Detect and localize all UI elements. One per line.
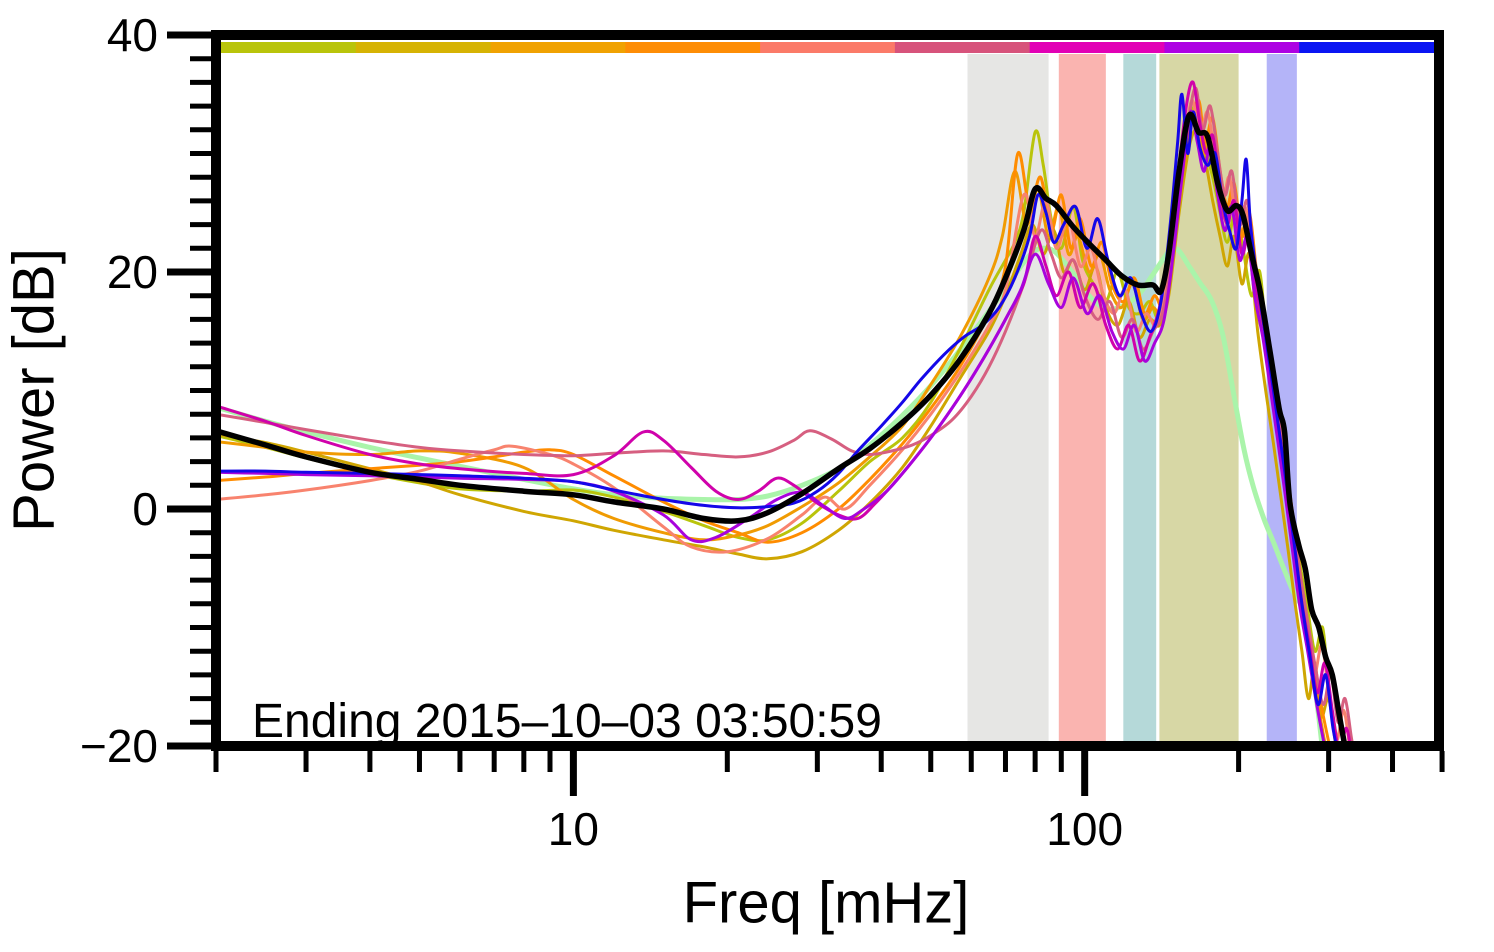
y-tick-label-−20: −20: [80, 720, 158, 772]
colorbar-segment-7: [1029, 42, 1165, 53]
y-axis-title: Power [dB]: [1, 248, 67, 532]
colorbar-segment-9: [1299, 42, 1435, 53]
y-tick-label-0: 0: [132, 483, 158, 535]
axis-ticks: [167, 31, 1445, 796]
time-colorbar: [221, 42, 1435, 53]
series-spectrum-8: [221, 109, 1326, 743]
colorbar-segment-1: [221, 42, 357, 53]
colorbar-segment-8: [1164, 42, 1300, 53]
y-tick-label-20: 20: [107, 246, 158, 298]
shaded-band-gray: [967, 54, 1049, 742]
colorbar-segment-6: [894, 42, 1031, 53]
spectra-lines: [221, 80, 1354, 743]
colorbar-segment-2: [355, 42, 492, 53]
shaded-band-pink: [1058, 54, 1106, 742]
y-tick-label-40: 40: [107, 9, 158, 61]
shaded-band-teal: [1123, 54, 1157, 742]
colorbar-segment-3: [490, 42, 626, 53]
x-tick-label-10: 10: [548, 803, 599, 855]
x-tick-labels: 10 100: [548, 803, 1123, 855]
shaded-band-olive: [1159, 54, 1239, 742]
ending-timestamp-annotation: Ending 2015–10–03 03:50:59: [252, 695, 882, 748]
x-axis-title: Freq [mHz]: [682, 870, 970, 936]
series-mean-spectrum: [221, 111, 1348, 743]
x-tick-label-100: 100: [1046, 803, 1123, 855]
y-tick-labels: 40 20 0 −20: [80, 9, 158, 772]
plot-frame: [211, 30, 1444, 751]
colorbar-segment-4: [625, 42, 761, 53]
colorbar-segment-5: [760, 42, 896, 53]
